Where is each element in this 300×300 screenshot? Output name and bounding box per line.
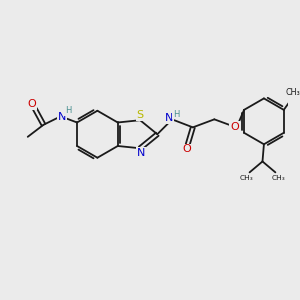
Text: H: H <box>173 110 179 119</box>
Text: N: N <box>58 112 66 122</box>
Text: N: N <box>165 113 173 124</box>
Text: O: O <box>230 122 239 132</box>
Text: CH₃: CH₃ <box>239 175 253 181</box>
Text: CH₃: CH₃ <box>272 175 286 181</box>
Text: O: O <box>28 99 36 109</box>
Text: CH₃: CH₃ <box>286 88 300 97</box>
Text: O: O <box>182 144 190 154</box>
Text: H: H <box>65 106 71 115</box>
Text: N: N <box>136 148 145 158</box>
Text: S: S <box>136 110 144 120</box>
